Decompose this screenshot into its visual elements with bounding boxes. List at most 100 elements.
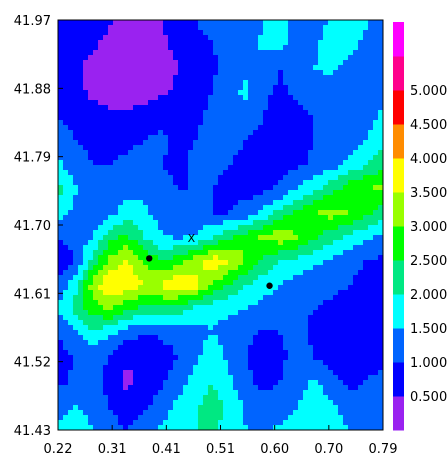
- contour-cell: [118, 210, 124, 216]
- contour-cell: [318, 300, 324, 306]
- contour-cell: [198, 125, 204, 131]
- contour-cell: [213, 350, 219, 356]
- contour-cell: [263, 160, 269, 166]
- contour-cell: [263, 375, 269, 381]
- contour-cell: [213, 180, 219, 186]
- contour-cell: [98, 375, 104, 381]
- contour-cell: [128, 210, 134, 216]
- contour-cell: [63, 240, 69, 246]
- contour-cell: [248, 90, 254, 96]
- contour-cell: [183, 260, 189, 266]
- contour-cell: [98, 25, 104, 31]
- contour-cell: [323, 260, 329, 266]
- contour-cell: [208, 350, 214, 356]
- contour-cell: [198, 375, 204, 381]
- contour-cell: [188, 365, 194, 371]
- contour-cell: [93, 225, 99, 231]
- contour-cell: [273, 155, 279, 161]
- contour-cell: [113, 370, 119, 376]
- contour-cell: [83, 270, 89, 276]
- contour-cell: [228, 220, 234, 226]
- contour-cell: [363, 180, 369, 186]
- contour-cell: [313, 380, 319, 386]
- contour-cell: [178, 220, 184, 226]
- contour-cell: [363, 335, 369, 341]
- contour-cell: [243, 255, 249, 261]
- contour-cell: [203, 210, 209, 216]
- contour-cell: [338, 320, 344, 326]
- contour-cell: [148, 335, 154, 341]
- contour-cell: [153, 380, 159, 386]
- contour-cell: [168, 50, 174, 56]
- contour-cell: [158, 305, 164, 311]
- contour-cell: [238, 365, 244, 371]
- contour-cell: [133, 400, 139, 406]
- contour-cell: [248, 255, 254, 261]
- contour-cell: [258, 250, 264, 256]
- contour-cell: [313, 35, 319, 41]
- contour-cell: [248, 85, 254, 91]
- contour-cell: [368, 100, 374, 106]
- contour-cell: [163, 125, 169, 131]
- contour-cell: [263, 85, 269, 91]
- contour-cell: [58, 125, 64, 131]
- contour-cell: [303, 100, 309, 106]
- contour-cell: [263, 75, 269, 81]
- contour-cell: [218, 395, 224, 401]
- contour-cell: [63, 100, 69, 106]
- contour-cell: [58, 55, 64, 61]
- contour-cell: [158, 215, 164, 221]
- contour-cell: [218, 75, 224, 81]
- contour-cell: [233, 345, 239, 351]
- contour-cell: [88, 45, 94, 51]
- contour-cell: [108, 85, 114, 91]
- contour-cell: [278, 45, 284, 51]
- contour-cell: [328, 160, 334, 166]
- contour-cell: [348, 75, 354, 81]
- contour-cell: [368, 200, 374, 206]
- contour-cell: [218, 325, 224, 331]
- contour-cell: [273, 205, 279, 211]
- contour-cell: [193, 270, 199, 276]
- contour-cell: [333, 35, 339, 41]
- contour-cell: [308, 325, 314, 331]
- contour-cell: [153, 305, 159, 311]
- contour-cell: [228, 55, 234, 61]
- contour-cell: [308, 95, 314, 101]
- contour-cell: [273, 390, 279, 396]
- contour-cell: [133, 390, 139, 396]
- contour-cell: [153, 40, 159, 46]
- contour-cell: [363, 325, 369, 331]
- contour-cell: [228, 260, 234, 266]
- contour-cell: [178, 230, 184, 236]
- contour-cell: [168, 230, 174, 236]
- contour-cell: [93, 125, 99, 131]
- contour-cell: [223, 350, 229, 356]
- contour-cell: [363, 195, 369, 201]
- contour-cell: [148, 340, 154, 346]
- contour-cell: [108, 380, 114, 386]
- contour-cell: [113, 345, 119, 351]
- contour-cell: [353, 280, 359, 286]
- contour-cell: [268, 20, 274, 26]
- contour-cell: [233, 380, 239, 386]
- contour-cell: [108, 35, 114, 41]
- contour-cell: [293, 70, 299, 76]
- contour-cell: [73, 350, 79, 356]
- contour-cell: [248, 350, 254, 356]
- contour-cell: [113, 260, 119, 266]
- contour-cell: [98, 85, 104, 91]
- contour-cell: [283, 100, 289, 106]
- contour-cell: [343, 85, 349, 91]
- contour-cell: [233, 325, 239, 331]
- contour-cell: [88, 150, 94, 156]
- contour-cell: [258, 315, 264, 321]
- contour-cell: [338, 130, 344, 136]
- contour-cell: [238, 275, 244, 281]
- contour-cell: [218, 115, 224, 121]
- contour-cell: [303, 295, 309, 301]
- contour-cell: [193, 30, 199, 36]
- contour-cell: [133, 330, 139, 336]
- contour-cell: [218, 340, 224, 346]
- contour-cell: [308, 20, 314, 26]
